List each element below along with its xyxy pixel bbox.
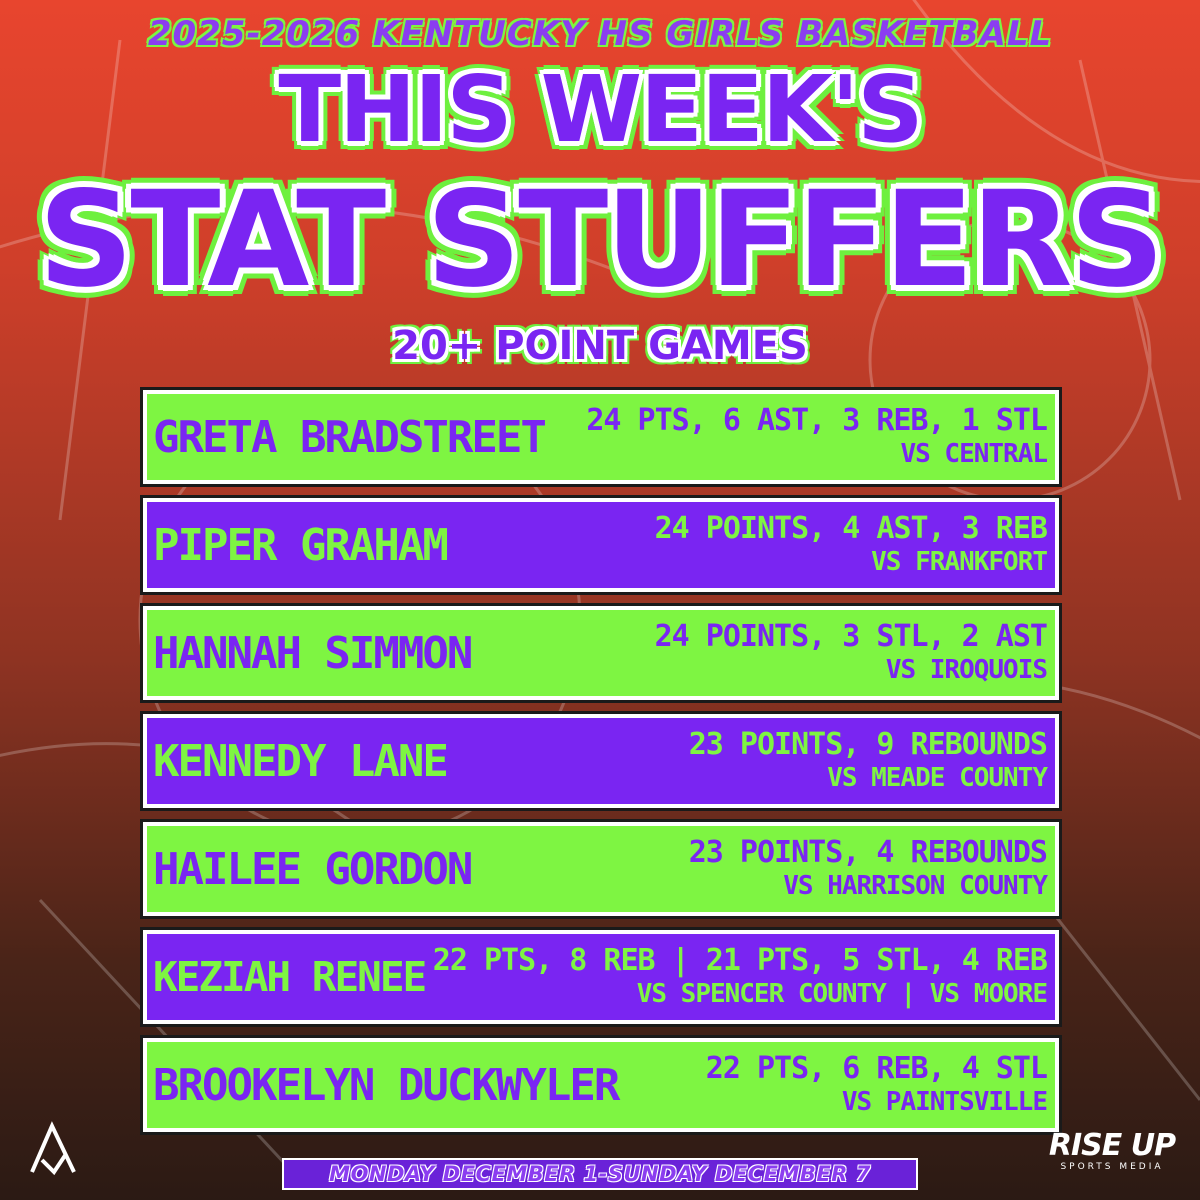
opponent-line: VS IROQUOIS [885,655,1048,685]
player-stats: 24 PTS, 6 AST, 3 REB, 1 STL VS CENTRAL [586,403,1048,470]
player-stats: 23 POINTS, 4 REBOUNDS VS HARRISON COUNTY [688,835,1048,902]
stat-line: 24 PTS, 6 AST, 3 REB, 1 STL [586,403,1048,438]
player-name: KENNEDY LANE [153,735,449,787]
stat-line: 23 POINTS, 9 REBOUNDS [688,727,1048,762]
opponent-line: VS MEADE COUNTY [827,763,1048,793]
player-stats: 24 POINTS, 3 STL, 2 AST VS IROQUOIS [654,619,1048,686]
player-row: BROOKELYN DUCKWYLER 22 PTS, 6 REB, 4 STL V… [140,1035,1062,1135]
player-row: PIPER GRAHAM 24 POINTS, 4 AST, 3 REB VS FR… [140,495,1062,595]
player-row: HANNAH SIMMON 24 POINTS, 3 STL, 2 AST VS I… [140,603,1062,703]
stat-line: 24 POINTS, 4 AST, 3 REB [654,511,1048,546]
season-heading: 2025-2026 KENTUCKY HS GIRLS BASKETBALL [147,14,1053,54]
player-row: HAILEE GORDON 23 POINTS, 4 REBOUNDS VS HAR… [140,819,1062,919]
date-range-bar: MONDAY DECEMBER 1-SUNDAY DECEMBER 7 [282,1158,918,1190]
brand-subtitle: SPORTS MEDIA [1060,1162,1164,1172]
date-range: MONDAY DECEMBER 1-SUNDAY DECEMBER 7 [329,1162,871,1186]
stat-line: 22 PTS, 6 REB, 4 STL [705,1051,1048,1086]
subtitle: 20+ POINT GAMES [392,323,808,369]
stat-line: 23 POINTS, 4 REBOUNDS [688,835,1048,870]
brand-name: RISE UP [1048,1128,1176,1163]
stat-line: 22 PTS, 8 REB | 21 PTS, 5 STL, 4 REB [432,943,1048,978]
player-stats: 22 PTS, 8 REB | 21 PTS, 5 STL, 4 REB VS S… [432,943,1048,1010]
player-name: HAILEE GORDON [153,843,473,895]
player-stats: 22 PTS, 6 REB, 4 STL VS PAINTSVILLE [705,1051,1048,1118]
player-name: PIPER GRAHAM [153,519,449,571]
opponent-line: VS PAINTSVILLE [841,1087,1048,1117]
player-stats: 24 POINTS, 4 AST, 3 REB VS FRANKFORT [654,511,1048,578]
player-stats: 23 POINTS, 9 REBOUNDS VS MEADE COUNTY [688,727,1048,794]
opponent-line: VS FRANKFORT [871,547,1048,577]
opponent-line: VS SPENCER COUNTY | VS MOORE [636,979,1048,1009]
rise-up-logo: RISE UP SPORTS MEDIA [1046,1128,1178,1173]
player-name: HANNAH SIMMON [153,627,473,679]
player-name: BROOKELYN DUCKWYLER [153,1059,620,1111]
player-row: KEZIAH RENEE 22 PTS, 8 REB | 21 PTS, 5 ST… [140,927,1062,1027]
opponent-line: VS HARRISON COUNTY [783,871,1048,901]
player-name: KEZIAH RENEE [153,953,427,1001]
a-monogram-icon [28,1120,80,1176]
title-line-2: STAT STUFFERS [38,163,1164,317]
player-row: KENNEDY LANE 23 POINTS, 9 REBOUNDS VS MEAD… [140,711,1062,811]
player-row: GRETA BRADSTREET 24 PTS, 6 AST, 3 REB, 1 … [140,387,1062,487]
opponent-line: VS CENTRAL [900,439,1048,469]
player-name: GRETA BRADSTREET [153,411,547,463]
title-line-1: THIS WEEK'S [278,56,923,163]
stat-line: 24 POINTS, 3 STL, 2 AST [654,619,1048,654]
